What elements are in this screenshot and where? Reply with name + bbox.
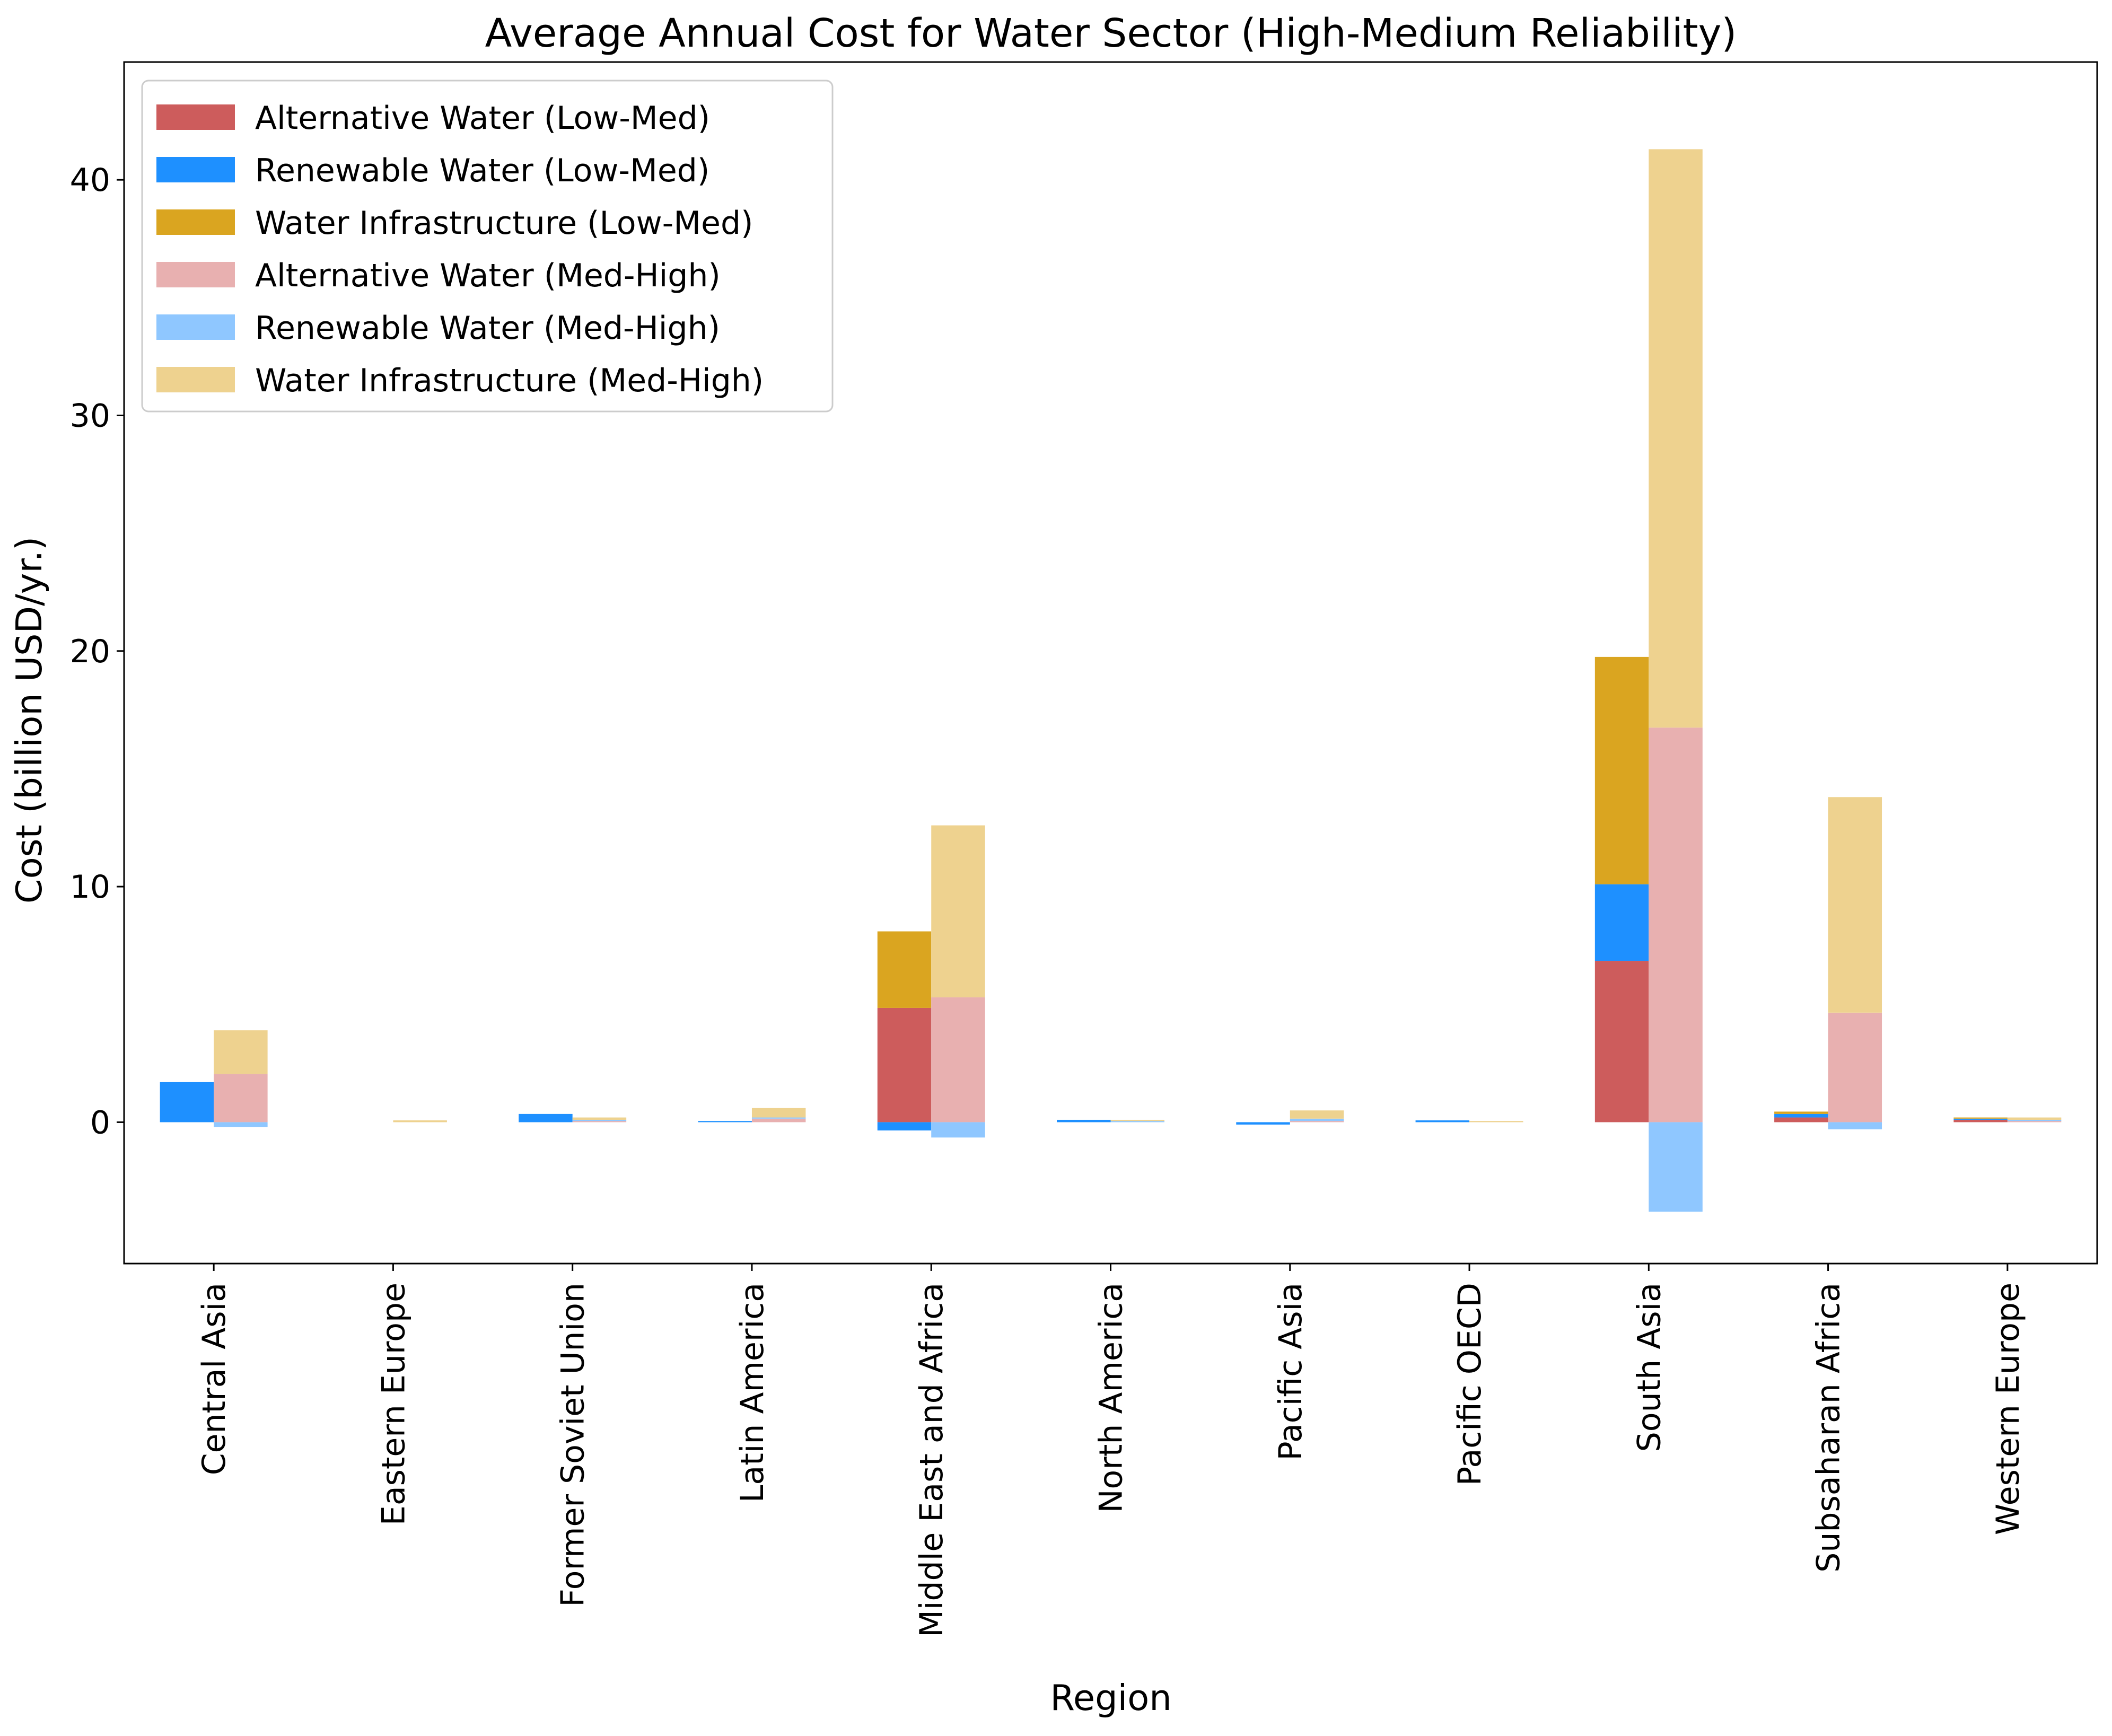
- legend-label-alternative-water-med-high: Alternative Water (Med-High): [255, 257, 721, 294]
- bar-western-europe-water-infrastructure-med-high: [2007, 1117, 2062, 1120]
- y-tick-label-40: 40: [70, 162, 110, 199]
- bar-former-soviet-union-water-infrastructure-med-high: [572, 1117, 627, 1120]
- legend-label-alternative-water-low-med: Alternative Water (Low-Med): [255, 100, 710, 137]
- y-tick-label-0: 0: [90, 1104, 110, 1141]
- bar-pacific-oecd-water-infrastructure-med-high: [1469, 1121, 1523, 1123]
- bar-middle-east-and-africa-alternative-water-med-high: [931, 997, 985, 1123]
- bar-subsaharan-africa-alternative-water-low-med: [1774, 1117, 1828, 1123]
- bar-central-asia-water-infrastructure-med-high: [214, 1030, 268, 1074]
- bar-former-soviet-union-alternative-water-med-high: [572, 1121, 627, 1123]
- bar-south-asia-renewable-water-low-med: [1594, 884, 1649, 961]
- legend-swatch-renewable-water-med-high: [156, 314, 235, 340]
- bar-latin-america-water-infrastructure-med-high: [751, 1108, 806, 1118]
- bar-north-america-water-infrastructure-med-high: [1110, 1119, 1164, 1121]
- bar-western-europe-alternative-water-med-high: [2007, 1121, 2062, 1123]
- bar-north-america-renewable-water-low-med: [1057, 1119, 1111, 1123]
- bar-pacific-asia-renewable-water-med-high: [1290, 1118, 1344, 1121]
- bar-middle-east-and-africa-water-infrastructure-med-high: [931, 825, 985, 997]
- bar-western-europe-renewable-water-med-high: [2007, 1119, 2062, 1121]
- bar-western-europe-renewable-water-low-med: [1953, 1118, 2008, 1120]
- bar-south-asia-water-infrastructure-med-high: [1649, 149, 1703, 728]
- y-tick-label-30: 30: [70, 397, 110, 434]
- bar-north-america-renewable-water-med-high: [1110, 1121, 1164, 1123]
- legend-swatch-water-infrastructure-med-high: [156, 367, 235, 392]
- y-axis-label: Cost (billion USD/yr.): [8, 537, 50, 904]
- x-tick-label-subsaharan-africa: Subsaharan Africa: [1810, 1283, 1847, 1573]
- x-tick-label-pacific-asia: Pacific Asia: [1272, 1283, 1309, 1461]
- legend: Alternative Water (Low-Med) Renewable Wat…: [141, 80, 834, 413]
- bar-subsaharan-africa-renewable-water-low-med: [1774, 1114, 1828, 1118]
- x-tick-label-eastern-europe: Eastern Europe: [375, 1283, 412, 1525]
- y-tick-label-10: 10: [70, 869, 110, 906]
- bar-western-europe-alternative-water-low-med: [1953, 1119, 2008, 1123]
- legend-box: [141, 80, 834, 413]
- legend-swatch-alternative-water-low-med: [156, 104, 235, 130]
- legend-swatch-renewable-water-low-med: [156, 157, 235, 182]
- bar-subsaharan-africa-water-infrastructure-med-high: [1828, 797, 1882, 1013]
- bar-south-asia-alternative-water-low-med: [1594, 961, 1649, 1123]
- bar-middle-east-and-africa-renewable-water-low-med: [877, 1122, 932, 1130]
- bar-central-asia-renewable-water-med-high: [214, 1122, 268, 1127]
- x-tick-label-latin-america: Latin America: [734, 1283, 771, 1503]
- bar-subsaharan-africa-renewable-water-med-high: [1828, 1122, 1882, 1129]
- bar-subsaharan-africa-water-infrastructure-low-med: [1774, 1111, 1828, 1114]
- legend-label-water-infrastructure-low-med: Water Infrastructure (Low-Med): [255, 205, 753, 242]
- bar-pacific-asia-alternative-water-med-high: [1290, 1121, 1344, 1123]
- bar-middle-east-and-africa-renewable-water-med-high: [931, 1122, 985, 1138]
- bar-central-asia-renewable-water-low-med: [160, 1082, 214, 1123]
- legend-label-renewable-water-med-high: Renewable Water (Med-High): [255, 310, 720, 347]
- bar-western-europe-water-infrastructure-low-med: [1953, 1117, 2008, 1119]
- legend-swatch-alternative-water-med-high: [156, 262, 235, 287]
- bar-central-asia-alternative-water-med-high: [214, 1074, 268, 1123]
- legend-label-water-infrastructure-med-high: Water Infrastructure (Med-High): [255, 362, 764, 399]
- bar-pacific-asia-renewable-water-low-med: [1236, 1122, 1290, 1125]
- bar-middle-east-and-africa-alternative-water-low-med: [877, 1007, 932, 1123]
- legend-swatch-water-infrastructure-low-med: [156, 209, 235, 235]
- bar-subsaharan-africa-alternative-water-med-high: [1828, 1012, 1882, 1123]
- bar-latin-america-renewable-water-low-med: [698, 1121, 752, 1123]
- x-tick-label-central-asia: Central Asia: [196, 1283, 233, 1475]
- bar-latin-america-alternative-water-med-high: [751, 1118, 806, 1123]
- bar-eastern-europe-water-infrastructure-med-high: [393, 1120, 447, 1123]
- x-tick-label-north-america: North America: [1093, 1283, 1130, 1513]
- y-tick-label-20: 20: [70, 633, 110, 670]
- bar-south-asia-water-infrastructure-low-med: [1594, 656, 1649, 884]
- bar-latin-america-renewable-water-med-high: [751, 1117, 806, 1119]
- bar-middle-east-and-africa-water-infrastructure-low-med: [877, 931, 932, 1008]
- x-tick-label-western-europe: Western Europe: [1990, 1283, 2027, 1535]
- bar-former-soviet-union-renewable-water-med-high: [572, 1119, 627, 1121]
- bar-south-asia-alternative-water-med-high: [1649, 727, 1703, 1123]
- x-tick-label-former-soviet-union: Former Soviet Union: [555, 1283, 592, 1607]
- x-axis-label: Region: [1050, 1677, 1171, 1719]
- x-tick-label-middle-east-and-africa: Middle East and Africa: [913, 1283, 950, 1637]
- chart-title: Average Annual Cost for Water Sector (Hi…: [485, 11, 1737, 56]
- legend-label-renewable-water-low-med: Renewable Water (Low-Med): [255, 152, 709, 189]
- bars-layer: [160, 149, 2062, 1212]
- x-tick-label-pacific-oecd: Pacific OECD: [1451, 1283, 1488, 1486]
- bar-south-asia-renewable-water-med-high: [1649, 1122, 1703, 1212]
- axes-layer: 0 10 20 30 40 Central Asia Eastern Europe Forme…: [70, 61, 2098, 1637]
- x-tick-label-south-asia: South Asia: [1631, 1283, 1668, 1452]
- bar-pacific-oecd-renewable-water-low-med: [1415, 1120, 1470, 1123]
- bar-former-soviet-union-renewable-water-low-med: [519, 1114, 573, 1123]
- bar-pacific-asia-water-infrastructure-med-high: [1290, 1110, 1344, 1119]
